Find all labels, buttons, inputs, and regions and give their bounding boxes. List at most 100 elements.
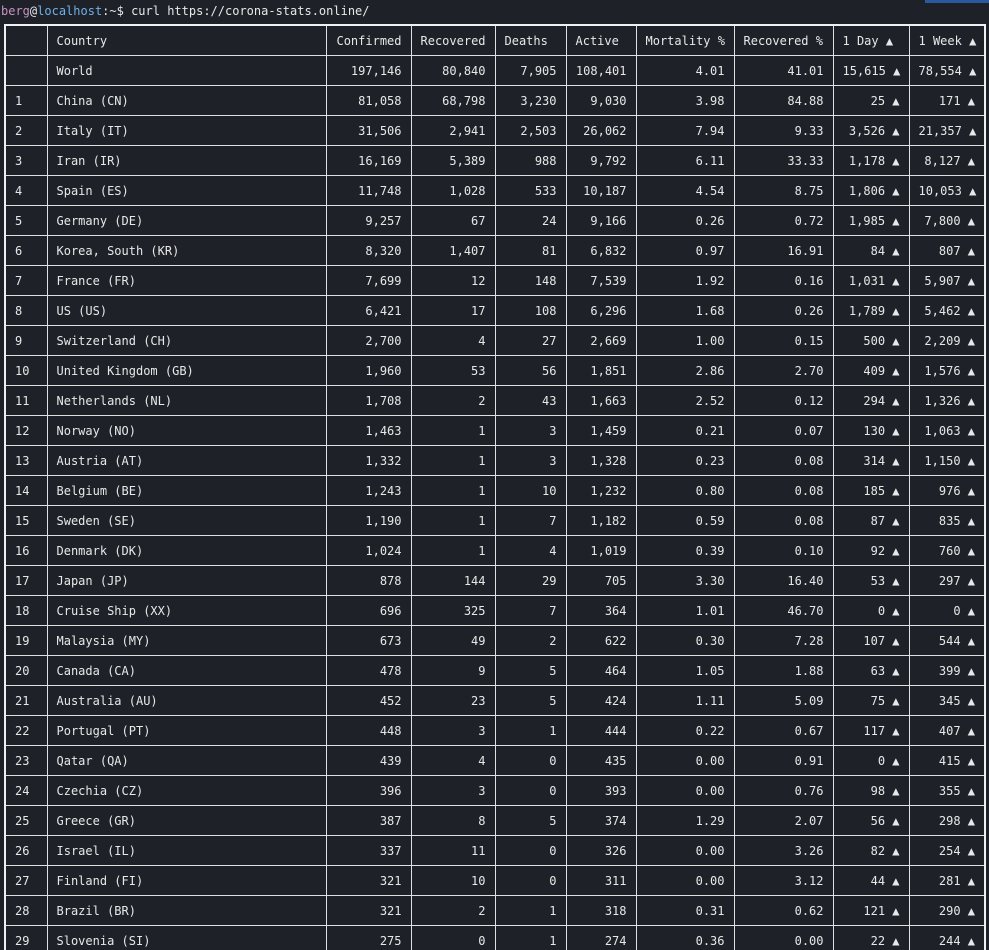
active-cell: 318 [565, 895, 637, 926]
mortality-cell: 1.11 [635, 685, 735, 716]
confirmed-cell: 673 [325, 625, 412, 656]
confirmed-cell: 16,169 [325, 145, 412, 176]
one-day-cell: 53 ▲ [832, 565, 910, 596]
one-week-cell: 297 ▲ [908, 565, 986, 596]
active-cell: 374 [565, 805, 637, 836]
one-day-cell: 98 ▲ [832, 775, 910, 806]
recovered-pct-cell: 1.88 [733, 655, 834, 686]
confirmed-cell: 321 [325, 865, 412, 896]
recovered-cell: 1 [410, 445, 496, 476]
deaths-cell: 56 [494, 355, 567, 386]
header-confirmed: Confirmed [325, 24, 412, 56]
one-week-cell: 254 ▲ [908, 835, 986, 866]
deaths-cell: 1 [494, 715, 567, 746]
active-cell: 9,030 [565, 85, 637, 116]
mortality-cell: 0.00 [635, 835, 735, 866]
country-cell: World [46, 55, 327, 86]
table-row: 15 Sweden (SE) 1,190 1 7 1,182 0.59 0.08 87 ▲ 835… [4, 505, 986, 536]
one-week-cell: 10,053 ▲ [908, 175, 986, 206]
rank-cell: 16 [4, 535, 48, 566]
recovered-cell: 17 [410, 295, 496, 326]
one-day-cell: 15,615 ▲ [832, 55, 910, 86]
mortality-cell: 0.59 [635, 505, 735, 536]
deaths-cell: 1 [494, 895, 567, 926]
deaths-cell: 0 [494, 835, 567, 866]
deaths-cell: 148 [494, 265, 567, 296]
recovered-pct-cell: 0.12 [733, 385, 834, 416]
active-cell: 424 [565, 685, 637, 716]
terminal-prompt: berg@localhost:~$ curl https://corona-st… [0, 0, 370, 22]
confirmed-cell: 1,463 [325, 415, 412, 446]
active-cell: 311 [565, 865, 637, 896]
country-cell: Spain (ES) [46, 175, 327, 206]
deaths-cell: 533 [494, 175, 567, 206]
mortality-cell: 1.29 [635, 805, 735, 836]
header-country: Country [46, 24, 327, 56]
table-row: 28 Brazil (BR) 321 2 1 318 0.31 0.62 121 ▲ 290 ▲ [4, 895, 986, 926]
confirmed-cell: 337 [325, 835, 412, 866]
recovered-cell: 1,028 [410, 175, 496, 206]
one-week-cell: 399 ▲ [908, 655, 986, 686]
one-day-cell: 409 ▲ [832, 355, 910, 386]
confirmed-cell: 2,700 [325, 325, 412, 356]
country-cell: Czechia (CZ) [46, 775, 327, 806]
table-row: 22 Portugal (PT) 448 3 1 444 0.22 0.67 117 ▲ 407 … [4, 715, 986, 746]
prompt-host: localhost [37, 4, 103, 18]
scroll-indicator [925, 0, 989, 3]
one-week-cell: 5,907 ▲ [908, 265, 986, 296]
recovered-cell: 2 [410, 895, 496, 926]
table-header-row: Country Confirmed Recovered Deaths Activ… [4, 24, 986, 56]
deaths-cell: 0 [494, 745, 567, 776]
recovered-pct-cell: 0.15 [733, 325, 834, 356]
rank-cell: 9 [4, 325, 48, 356]
recovered-cell: 12 [410, 265, 496, 296]
country-cell: Austria (AT) [46, 445, 327, 476]
stats-table: Country Confirmed Recovered Deaths Activ… [4, 24, 986, 950]
one-day-cell: 1,178 ▲ [832, 145, 910, 176]
confirmed-cell: 321 [325, 895, 412, 926]
recovered-cell: 11 [410, 835, 496, 866]
confirmed-cell: 197,146 [325, 55, 412, 86]
mortality-cell: 3.98 [635, 85, 735, 116]
recovered-pct-cell: 84.88 [733, 85, 834, 116]
table-row: 18 Cruise Ship (XX) 696 325 7 364 1.01 46.70 0 ▲… [4, 595, 986, 626]
table-row: 13 Austria (AT) 1,332 1 3 1,328 0.23 0.08 314 ▲ 1… [4, 445, 986, 476]
recovered-pct-cell: 0.10 [733, 535, 834, 566]
table-row: 27 Finland (FI) 321 10 0 311 0.00 3.12 44 ▲ 281 ▲ [4, 865, 986, 896]
active-cell: 1,459 [565, 415, 637, 446]
deaths-cell: 0 [494, 775, 567, 806]
deaths-cell: 2,503 [494, 115, 567, 146]
table-row: 26 Israel (IL) 337 11 0 326 0.00 3.26 82 ▲ 254 ▲ [4, 835, 986, 866]
one-week-cell: 281 ▲ [908, 865, 986, 896]
deaths-cell: 7,905 [494, 55, 567, 86]
country-cell: Japan (JP) [46, 565, 327, 596]
deaths-cell: 5 [494, 655, 567, 686]
table-row: 19 Malaysia (MY) 673 49 2 622 0.30 7.28 107 ▲ 544… [4, 625, 986, 656]
confirmed-cell: 11,748 [325, 175, 412, 206]
mortality-cell: 4.54 [635, 175, 735, 206]
mortality-cell: 0.36 [635, 925, 735, 950]
one-week-cell: 298 ▲ [908, 805, 986, 836]
one-day-cell: 82 ▲ [832, 835, 910, 866]
terminal-command[interactable]: curl https://corona-stats.online/ [131, 4, 370, 18]
mortality-cell: 3.30 [635, 565, 735, 596]
confirmed-cell: 9,257 [325, 205, 412, 236]
table-row: 10 United Kingdom (GB) 1,960 53 56 1,851 2.86 2… [4, 355, 986, 386]
one-day-cell: 121 ▲ [832, 895, 910, 926]
recovered-pct-cell: 7.28 [733, 625, 834, 656]
country-cell: Israel (IL) [46, 835, 327, 866]
recovered-cell: 1 [410, 415, 496, 446]
table-row: 4 Spain (ES) 11,748 1,028 533 10,187 4.54 8.75 1… [4, 175, 986, 206]
recovered-cell: 1 [410, 475, 496, 506]
table-row: 20 Canada (CA) 478 9 5 464 1.05 1.88 63 ▲ 399 ▲ [4, 655, 986, 686]
deaths-cell: 988 [494, 145, 567, 176]
recovered-pct-cell: 0.62 [733, 895, 834, 926]
active-cell: 9,792 [565, 145, 637, 176]
mortality-cell: 1.92 [635, 265, 735, 296]
one-week-cell: 8,127 ▲ [908, 145, 986, 176]
recovered-cell: 8 [410, 805, 496, 836]
rank-cell: 8 [4, 295, 48, 326]
country-cell: Brazil (BR) [46, 895, 327, 926]
rank-cell: 24 [4, 775, 48, 806]
country-cell: Netherlands (NL) [46, 385, 327, 416]
